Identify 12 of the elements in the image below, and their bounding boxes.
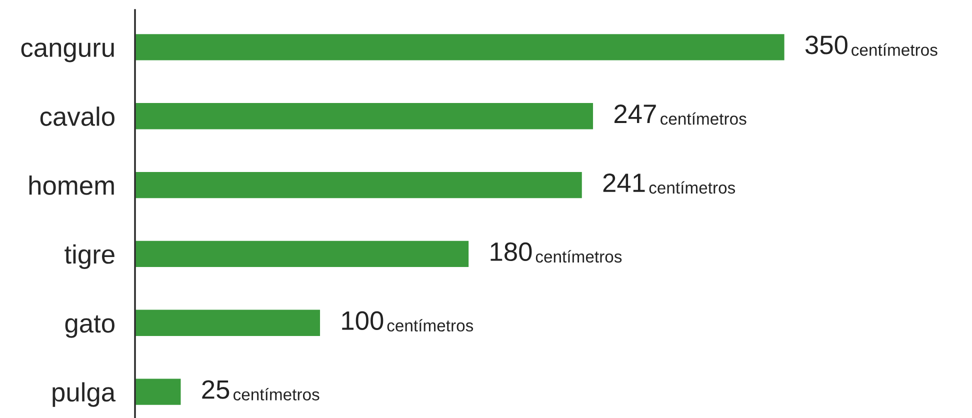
y-tick-label: cavalo: [40, 106, 114, 126]
bar: [135, 170, 584, 200]
bar: [135, 308, 322, 338]
y-tick-label: pulga: [52, 382, 116, 407]
y-tick-label: canguru: [21, 42, 114, 62]
y-tick-label: gato: [65, 315, 114, 338]
y-tick-label: tigre: [64, 244, 114, 270]
bar: [135, 102, 594, 131]
bar: [135, 377, 182, 406]
bar: [135, 32, 785, 62]
bar: [135, 239, 470, 268]
y-tick-label: homem: [29, 175, 114, 195]
